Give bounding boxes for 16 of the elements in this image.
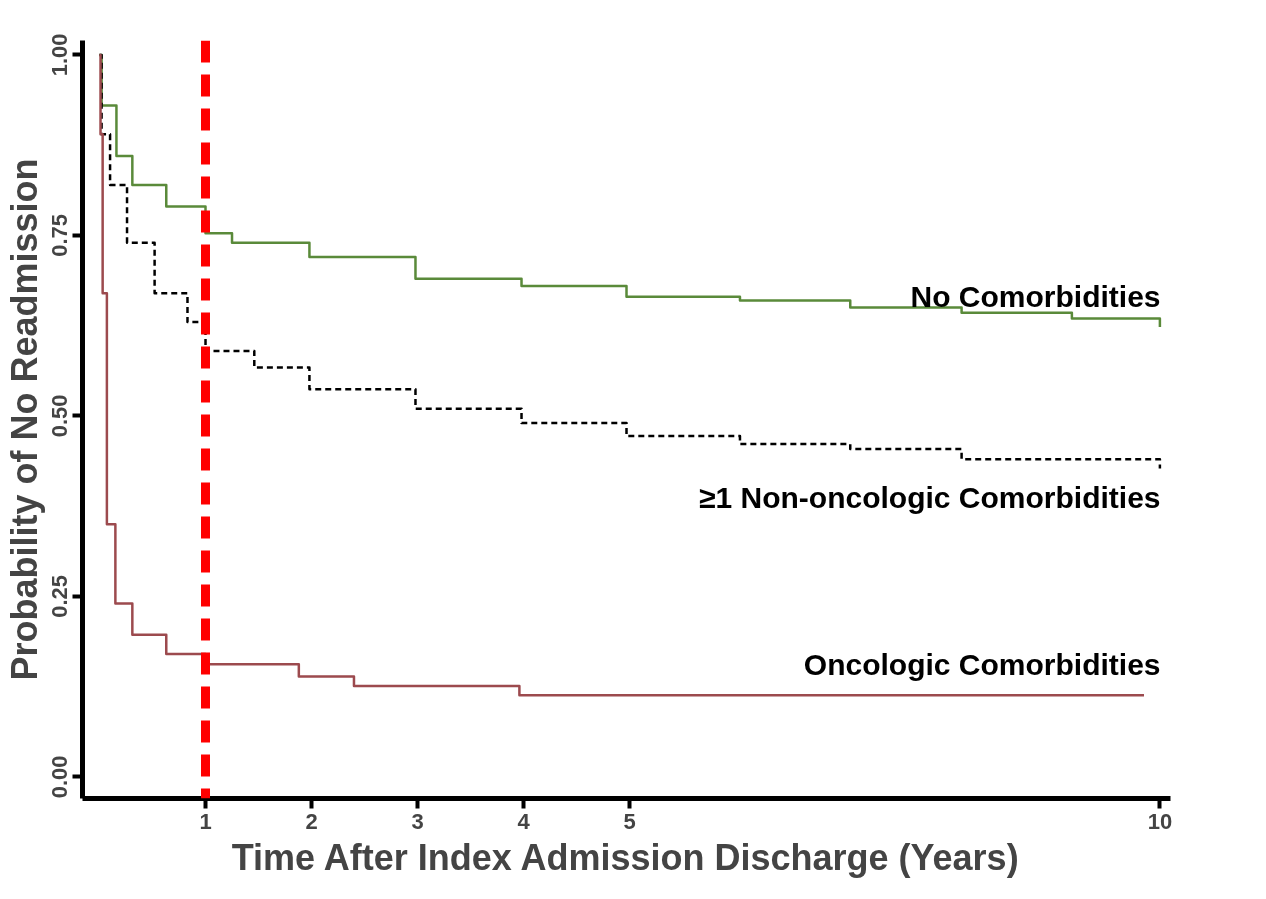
series-label: ≥1 Non-oncologic Comorbidities: [699, 480, 1161, 514]
y-tick-label: 0.75: [47, 214, 73, 257]
series-label: No Comorbidities: [910, 280, 1161, 314]
x-tick-label: 3: [411, 808, 424, 834]
x-tick-label: 1: [199, 808, 212, 834]
x-tick-label: 5: [623, 808, 636, 834]
y-tick-label: 1.00: [47, 33, 73, 77]
series-label: Oncologic Comorbidities: [803, 648, 1161, 682]
x-tick-label: 4: [517, 808, 531, 834]
y-tick-label: 0.50: [47, 394, 73, 438]
y-tick-label: 0.00: [47, 755, 73, 799]
y-axis-title: Probability of No Readmission: [3, 158, 45, 681]
x-tick-label: 10: [1147, 808, 1173, 834]
x-tick-label: 2: [305, 808, 318, 834]
y-tick-label: 0.25: [47, 574, 73, 618]
x-axis-title: Time After Index Admission Discharge (Years): [231, 836, 1019, 878]
